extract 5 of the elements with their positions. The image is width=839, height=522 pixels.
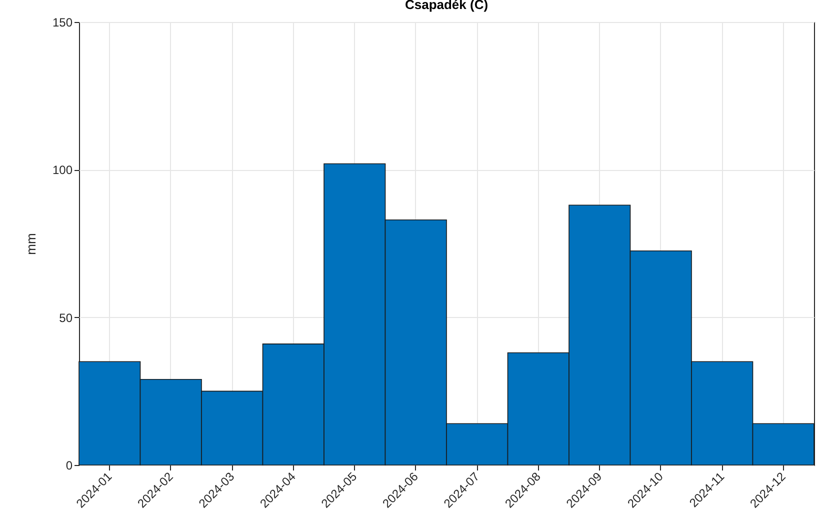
y-tick-label: 150 xyxy=(52,16,73,30)
y-tick-label: 0 xyxy=(66,458,73,472)
y-tick-label: 50 xyxy=(59,310,73,325)
y-axis-title: mm xyxy=(23,233,38,255)
y-tick-label: 100 xyxy=(52,163,73,178)
